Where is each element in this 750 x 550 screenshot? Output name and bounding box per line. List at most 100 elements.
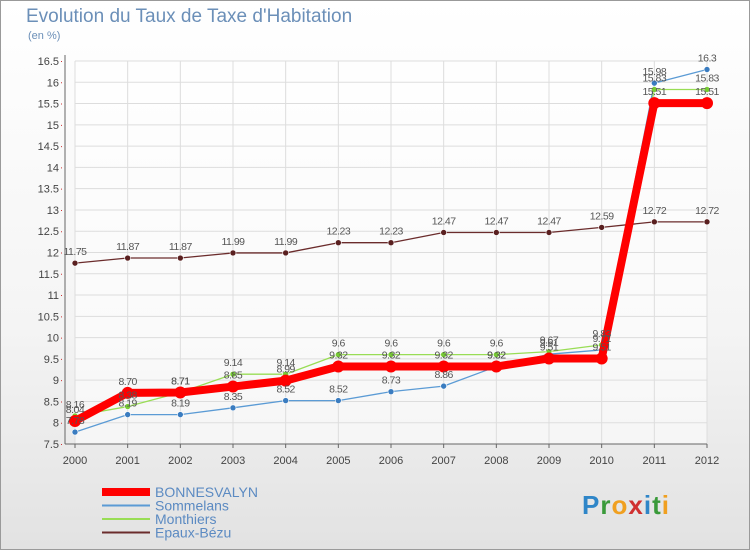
x-tick-label: 2011 bbox=[643, 455, 667, 467]
y-tick-label: 8 bbox=[53, 418, 59, 430]
data-label: 8.52 bbox=[276, 384, 295, 396]
data-point bbox=[701, 97, 713, 110]
y-axis-unit: (en %) bbox=[28, 30, 61, 42]
data-label: 9.51 bbox=[592, 341, 611, 353]
data-point bbox=[385, 360, 397, 373]
data-point bbox=[651, 79, 658, 87]
data-label: 9.67 bbox=[540, 335, 559, 347]
data-label: 8.71 bbox=[171, 376, 190, 388]
data-label: 9.32 bbox=[487, 350, 506, 362]
y-tick-label: 9.5 bbox=[44, 354, 59, 366]
data-label: 9.6 bbox=[384, 338, 398, 350]
logo-letter: i bbox=[643, 490, 653, 520]
data-point bbox=[279, 374, 292, 387]
data-point bbox=[437, 360, 450, 373]
y-tick-label: 10 bbox=[47, 333, 59, 345]
data-label: 9.14 bbox=[224, 357, 243, 369]
x-tick-label: 2008 bbox=[484, 455, 508, 467]
data-label: 8.71 bbox=[171, 376, 190, 388]
data-label: 11.87 bbox=[169, 241, 193, 253]
data-point bbox=[490, 360, 503, 373]
data-label: 8.19 bbox=[118, 398, 137, 410]
data-label: 9.32 bbox=[382, 350, 401, 362]
y-tick-label: 15 bbox=[47, 120, 59, 132]
data-point bbox=[545, 229, 553, 236]
data-label: 15.51 bbox=[695, 86, 719, 98]
y-tick-label: 10.5 bbox=[38, 311, 59, 323]
data-point bbox=[493, 229, 500, 236]
data-point bbox=[335, 351, 342, 358]
data-point bbox=[440, 351, 447, 358]
data-label: 12.47 bbox=[432, 215, 456, 227]
data-label: 9.71 bbox=[592, 333, 611, 345]
data-label: 11.99 bbox=[222, 236, 246, 248]
legend-label: BONNESVALYN bbox=[155, 484, 258, 500]
data-point bbox=[332, 360, 345, 373]
data-point bbox=[227, 380, 239, 393]
data-point bbox=[648, 97, 661, 110]
x-tick-label: 2003 bbox=[221, 455, 245, 467]
data-label: 9.32 bbox=[434, 350, 453, 362]
data-point bbox=[335, 397, 342, 404]
x-tick-label: 2000 bbox=[63, 455, 87, 467]
data-label: 9.61 bbox=[540, 337, 559, 349]
legend-label: Sommelans bbox=[155, 498, 229, 514]
data-point bbox=[651, 86, 658, 93]
x-tick-label: 2005 bbox=[326, 455, 350, 467]
logo-letter: i bbox=[661, 490, 670, 520]
data-label: 11.75 bbox=[64, 246, 88, 258]
y-tick-label: 14 bbox=[47, 162, 59, 174]
data-point bbox=[493, 351, 500, 358]
logo-letter: o bbox=[611, 490, 629, 520]
legend-label: Monthiers bbox=[155, 511, 216, 527]
data-labels: 11.75 11.87 11.87 11.99 11.99 12.23 12.23 12.47… bbox=[64, 53, 721, 428]
data-point bbox=[335, 239, 342, 247]
data-label: 8.85 bbox=[224, 370, 243, 382]
data-point bbox=[177, 254, 184, 262]
data-point bbox=[440, 229, 447, 236]
data-label: 15.98 bbox=[642, 66, 666, 78]
axes: 7.5 8 8.5 9 9.5 10 10.5 11 11.5 12 12.5 13 13.5 14 14.… bbox=[38, 55, 719, 467]
y-tick-label: 11 bbox=[48, 290, 59, 302]
y-tick-label: 11.5 bbox=[38, 269, 59, 281]
data-point bbox=[595, 352, 608, 365]
y-tick-label: 9 bbox=[53, 375, 59, 387]
y-tick-label: 13.5 bbox=[38, 184, 59, 196]
data-point bbox=[229, 404, 237, 412]
data-point bbox=[282, 397, 289, 404]
data-label: 9.83 bbox=[592, 328, 611, 340]
data-label: 9.32 bbox=[329, 350, 348, 362]
data-point bbox=[71, 428, 79, 436]
data-label: 12.47 bbox=[484, 215, 508, 227]
data-point bbox=[543, 352, 555, 365]
data-label: 8.35 bbox=[224, 391, 243, 403]
x-tick-label: 2010 bbox=[589, 455, 613, 467]
data-label: 15.83 bbox=[695, 73, 719, 85]
data-label: 15.83 bbox=[642, 73, 666, 85]
data-label: 16.3 bbox=[698, 53, 717, 65]
data-label: 9.6 bbox=[332, 338, 346, 350]
data-label: 9.6 bbox=[490, 338, 504, 350]
data-point bbox=[387, 351, 395, 358]
data-label: 8.70 bbox=[118, 376, 137, 388]
data-point bbox=[387, 388, 395, 395]
data-label: 12.23 bbox=[326, 226, 350, 238]
y-tick-label: 7.5 bbox=[44, 439, 59, 451]
y-tick-label: 14.5 bbox=[38, 141, 59, 153]
y-tick-label: 12 bbox=[47, 248, 59, 260]
x-tick-label: 2004 bbox=[273, 455, 297, 467]
y-tick-label: 16 bbox=[47, 77, 59, 89]
data-label: 8.38 bbox=[118, 390, 137, 402]
data-label: 7.78 bbox=[66, 415, 85, 427]
data-label: 12.47 bbox=[537, 215, 561, 227]
x-tick-label: 2006 bbox=[379, 455, 403, 467]
x-tick-label: 2009 bbox=[537, 455, 561, 467]
data-point bbox=[69, 415, 81, 428]
logo-letter: r bbox=[600, 490, 612, 520]
x-tick-label: 2001 bbox=[115, 455, 139, 467]
data-label: 8.16 bbox=[66, 399, 85, 411]
data-point bbox=[177, 411, 184, 418]
data-point bbox=[229, 370, 237, 378]
proxiti-logo: Proxiti bbox=[582, 490, 670, 521]
